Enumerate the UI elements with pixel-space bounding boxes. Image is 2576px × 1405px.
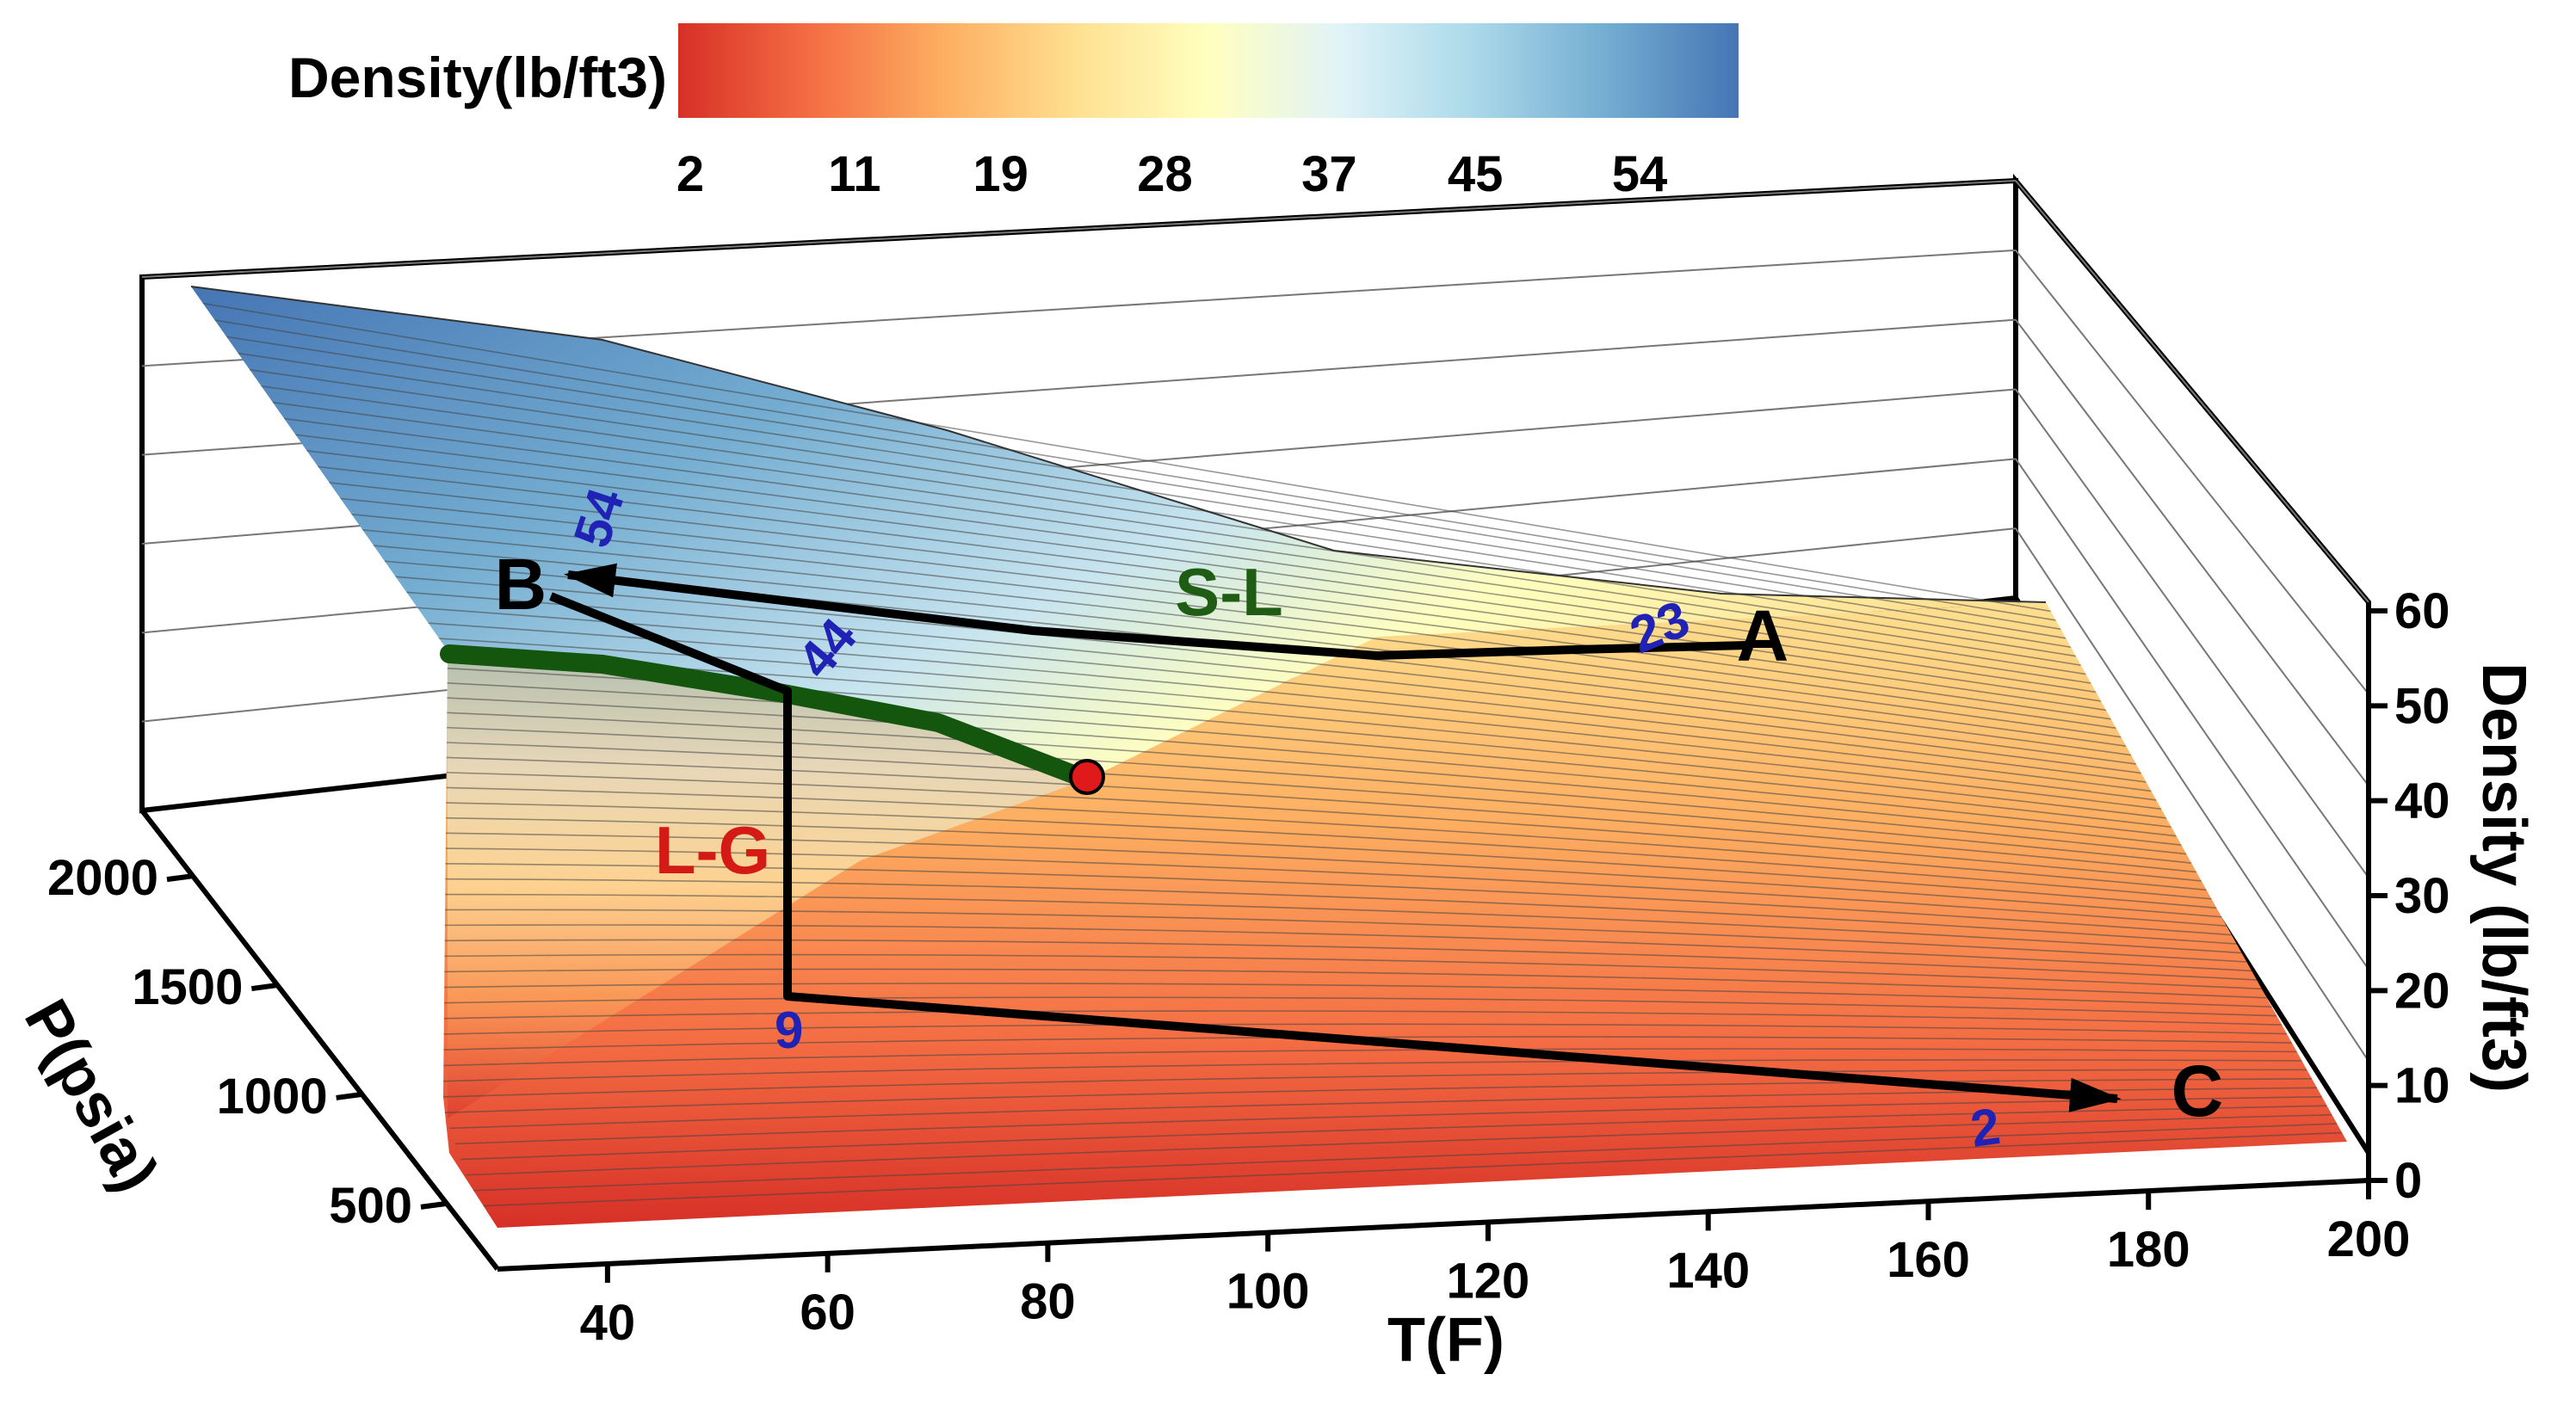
x-tick-label: 60 bbox=[800, 1285, 856, 1340]
region-label-lg: L-G bbox=[655, 812, 770, 888]
x-tick-label: 180 bbox=[2107, 1222, 2190, 1278]
x-axis-title: T(F) bbox=[1387, 1306, 1504, 1375]
y-tick-label: 1000 bbox=[217, 1069, 328, 1125]
critical-point bbox=[1069, 759, 1105, 795]
region-label-sl: S-L bbox=[1175, 554, 1283, 630]
colorbar-tick-label: 19 bbox=[973, 146, 1029, 202]
y-tick-label: 1500 bbox=[132, 959, 243, 1015]
z-tick-label: 50 bbox=[2394, 678, 2450, 734]
x-tick-label: 40 bbox=[580, 1295, 636, 1351]
x-tick-label: 80 bbox=[1020, 1274, 1076, 1330]
x-tick-label: 200 bbox=[2327, 1211, 2411, 1267]
z-tick-label: 10 bbox=[2394, 1058, 2450, 1114]
z-axis-title: Density (lb/ft3) bbox=[2469, 662, 2538, 1093]
point-label-a: A bbox=[1737, 595, 1789, 676]
path-b-to-c bbox=[549, 592, 2122, 1112]
z-tick-label: 30 bbox=[2394, 868, 2450, 924]
x-tick-label: 120 bbox=[1447, 1253, 1530, 1309]
density-surface bbox=[190, 286, 2347, 1228]
colorbar-tick-label: 28 bbox=[1137, 146, 1193, 202]
x-tick-label: 100 bbox=[1226, 1264, 1310, 1320]
colorbar-tick-label: 2 bbox=[676, 146, 704, 202]
saturation-curve bbox=[440, 644, 1094, 788]
colorbar-tick-label: 45 bbox=[1448, 146, 1504, 202]
point-label-c: C bbox=[2171, 1051, 2224, 1131]
y-tick-label: 500 bbox=[329, 1178, 412, 1234]
process-paths bbox=[549, 563, 2122, 1112]
colorbar-ticks: 2 11 19 28 37 45 54 bbox=[676, 146, 1667, 202]
colorbar-tick-label: 11 bbox=[828, 146, 880, 202]
y-tick-mark bbox=[336, 1091, 363, 1100]
x-axis-ticks: 40 60 80 100 120 140 160 180 200 bbox=[580, 1180, 2411, 1351]
value-label-9: 9 bbox=[775, 1001, 803, 1059]
path-a-to-b bbox=[564, 563, 1748, 660]
x-tick-label: 160 bbox=[1887, 1232, 1970, 1288]
y-tick-label: 2000 bbox=[47, 850, 158, 906]
z-tick-label: 20 bbox=[2394, 963, 2450, 1019]
z-tick-label: 40 bbox=[2394, 773, 2450, 829]
y-tick-mark bbox=[420, 1200, 448, 1210]
y-tick-mark bbox=[166, 873, 194, 883]
y-axis-title: P(psia) bbox=[11, 989, 171, 1203]
colorbar bbox=[678, 23, 1739, 118]
y-tick-mark bbox=[250, 983, 278, 992]
z-tick-label: 60 bbox=[2394, 583, 2450, 639]
point-label-b: B bbox=[495, 544, 547, 625]
colorbar-tick-label: 54 bbox=[1612, 146, 1668, 202]
x-tick-label: 140 bbox=[1666, 1242, 1750, 1298]
colorbar-title: Density(lb/ft3) bbox=[288, 46, 667, 109]
z-tick-label: 0 bbox=[2394, 1153, 2422, 1209]
colorbar-tick-label: 37 bbox=[1301, 146, 1357, 202]
z-axis-ticks: 0 10 20 30 40 50 60 bbox=[2369, 583, 2450, 1209]
